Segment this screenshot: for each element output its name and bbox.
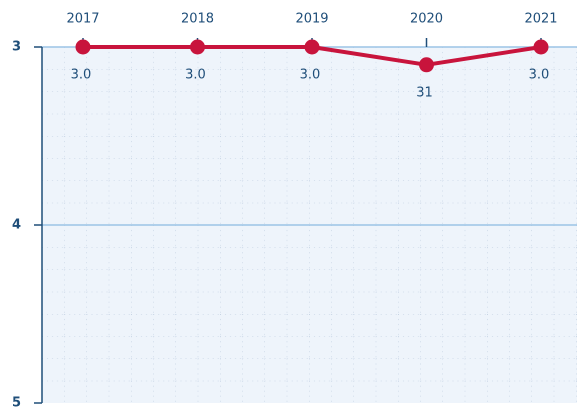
data-point (304, 39, 320, 55)
data-label: 3.0 (300, 68, 321, 83)
x-tick-label: 2021 (524, 12, 557, 27)
data-label: 3.0 (71, 68, 92, 83)
y-tick-label: 3 (12, 40, 21, 55)
x-tick-label: 2020 (410, 12, 443, 27)
data-point (75, 39, 91, 55)
data-point (533, 39, 549, 55)
data-label: 31 (416, 85, 433, 100)
data-label: 3.0 (185, 68, 206, 83)
data-point (419, 57, 434, 73)
y-tick-label: 4 (12, 218, 21, 233)
data-point (190, 39, 205, 55)
x-tick-label: 2017 (66, 12, 99, 27)
x-tick-label: 2018 (181, 12, 214, 27)
x-tick-label: 2019 (295, 12, 328, 27)
data-label: 3.0 (529, 68, 550, 83)
y-tick-label: 5 (12, 396, 21, 411)
